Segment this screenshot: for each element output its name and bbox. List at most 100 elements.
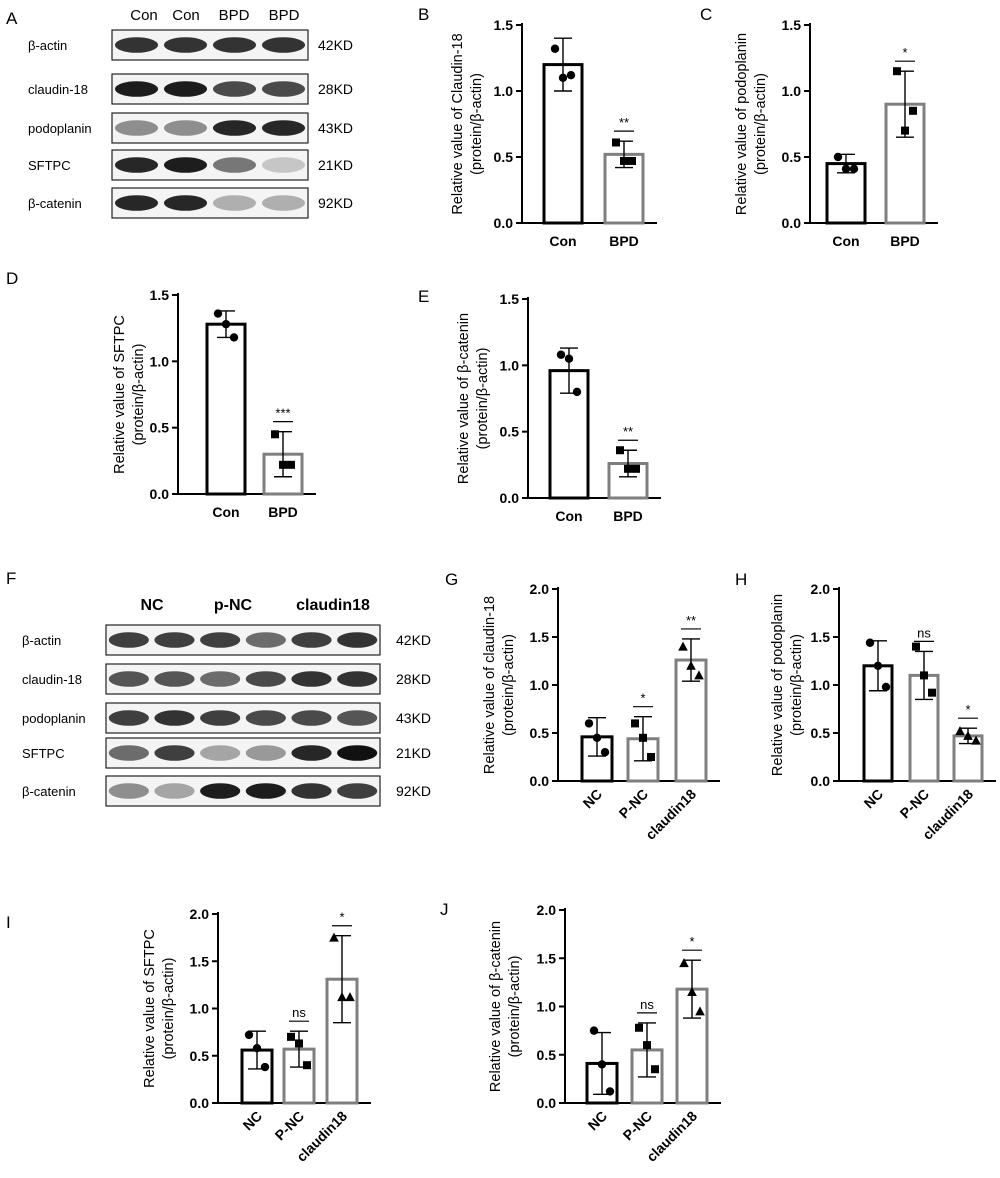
data-point-triangle: [337, 992, 347, 1002]
data-point-circle: [572, 387, 582, 397]
y-tick-label: 0.0: [530, 773, 550, 789]
y-tick-label: 1.5: [811, 629, 831, 645]
y-axis-title-line1: Relative value of podoplanin: [734, 33, 750, 215]
y-tick-label: 0.0: [537, 1095, 557, 1111]
x-tick-label: NC: [860, 786, 886, 812]
chart-panel-h: H 0.0 0.5 1.0 1.5 2.0 Relative value of podopl…: [735, 570, 996, 843]
blot-band: [291, 632, 332, 648]
data-point-circle: [556, 350, 566, 359]
data-point-triangle: [687, 987, 697, 997]
significance-label: ns: [640, 997, 654, 1012]
chart-panel-i: I 0.0 0.5 1.0 1.5 2.0 Relative value of SFTPC(…: [6, 906, 371, 1165]
blot-band: [200, 632, 241, 648]
y-tick-label: 0.5: [782, 149, 802, 165]
bar: [205, 322, 247, 496]
data-point-square: [271, 430, 279, 439]
y-tick-label: 1.5: [150, 287, 170, 303]
blot-band: [291, 745, 332, 761]
y-axis-title-line1: Relative value of Claudin-18: [450, 33, 466, 214]
y-axis-title: Relative value of SFTPC (protein/β-actin): [142, 929, 177, 1088]
x-tick-label: P-NC: [897, 786, 933, 822]
y-axis-title-line1: Relative value of β-catenin: [456, 313, 472, 484]
blot-band: [114, 195, 159, 211]
panel-letter: C: [700, 5, 712, 24]
lane-header: Con: [172, 7, 200, 24]
y-tick-label: 0.0: [150, 486, 170, 502]
y-tick-label: 0.5: [150, 420, 170, 436]
data-point-square: [287, 460, 295, 469]
blot-band: [337, 671, 378, 687]
x-tick-label: claudin18: [642, 786, 699, 843]
data-point-triangle: [329, 932, 339, 942]
data-point-square: [920, 671, 928, 680]
data-point-circle: [584, 719, 594, 728]
data-point-square: [279, 460, 287, 469]
y-axis-title: Relative value of SFTPC (protein/β-actin): [112, 315, 147, 474]
blot-strip: [105, 775, 381, 807]
blot-band: [212, 37, 257, 53]
blot-protein-label: β-actin: [22, 633, 61, 648]
blot-band: [154, 632, 195, 648]
y-axis-title-line1: Relative value of SFTPC: [112, 315, 128, 474]
data-point-circle: [873, 661, 883, 670]
y-tick-label: 0.0: [500, 490, 520, 506]
y-tick-label: 0.0: [190, 1095, 210, 1111]
y-axis-title: Relative value of podoplanin (protein/β-a…: [770, 594, 805, 776]
y-axis-title-line2: (protein/β-actin): [789, 634, 805, 736]
y-axis-title: Relative value of β-catenin (protein/β-ac…: [456, 313, 491, 484]
blot-band: [212, 157, 257, 173]
blot-band: [114, 157, 159, 173]
blot-band: [114, 120, 159, 136]
blot-protein-label: claudin-18: [28, 82, 88, 97]
y-tick-label: 0.5: [190, 1048, 210, 1064]
data-point-triangle: [679, 958, 689, 968]
y-tick-label: 0.0: [782, 215, 802, 231]
blot-band: [200, 783, 241, 799]
data-point-square: [295, 1039, 303, 1048]
data-point-square: [628, 156, 636, 165]
blot-band: [163, 157, 208, 173]
blot-band: [163, 120, 208, 136]
western-blot-a: A Con Con BPD BPD β-actin 42KD claudin-18 28KD po…: [6, 7, 353, 219]
blot-band: [114, 37, 159, 53]
data-point-triangle: [695, 1006, 705, 1016]
y-axis-title-line2: (protein/β-actin): [131, 344, 147, 446]
blot-kd-label: 43KD: [396, 710, 431, 726]
data-point-circle: [881, 682, 891, 692]
significance-label: *: [965, 702, 970, 717]
panel-letter: G: [445, 570, 458, 589]
x-tick-label: BPD: [609, 233, 639, 249]
y-tick-label: 1.0: [782, 83, 802, 99]
blot-band: [163, 195, 208, 211]
blot-kd-label: 92KD: [318, 195, 353, 211]
blot-band: [245, 632, 286, 648]
data-point-square: [616, 446, 624, 455]
x-tick-label: Con: [832, 233, 859, 249]
x-tick-label: BPD: [613, 508, 643, 524]
data-point-circle: [597, 1060, 607, 1069]
blot-band: [200, 671, 241, 687]
y-tick-label: 1.5: [190, 953, 210, 969]
x-tick-label: NC: [584, 1108, 610, 1134]
data-point-square: [909, 106, 917, 115]
data-point-triangle: [963, 730, 973, 740]
y-tick-label: 1.5: [494, 17, 514, 33]
data-point-square: [912, 642, 920, 651]
blot-kd-label: 42KD: [396, 632, 431, 648]
western-blot-f: F NC p-NC claudin18 β-actin 42KD claudin-18 28K…: [6, 569, 431, 807]
data-point-triangle: [694, 670, 704, 680]
data-point-triangle: [678, 641, 688, 651]
y-tick-label: 0.5: [537, 1047, 557, 1063]
blot-band: [261, 37, 306, 53]
significance-label: ***: [275, 406, 290, 421]
blot-band: [163, 37, 208, 53]
group-header: claudin18: [296, 597, 370, 614]
significance-label: **: [619, 115, 629, 130]
data-point-circle: [260, 1062, 270, 1072]
chart-panel-e: E 0.0 0.5 1.0 1.5 Relative value of β-catenin…: [418, 287, 661, 524]
blot-band: [108, 745, 149, 761]
blot-band: [108, 783, 149, 799]
data-point-circle: [566, 70, 576, 80]
blot-strip: [105, 624, 381, 656]
